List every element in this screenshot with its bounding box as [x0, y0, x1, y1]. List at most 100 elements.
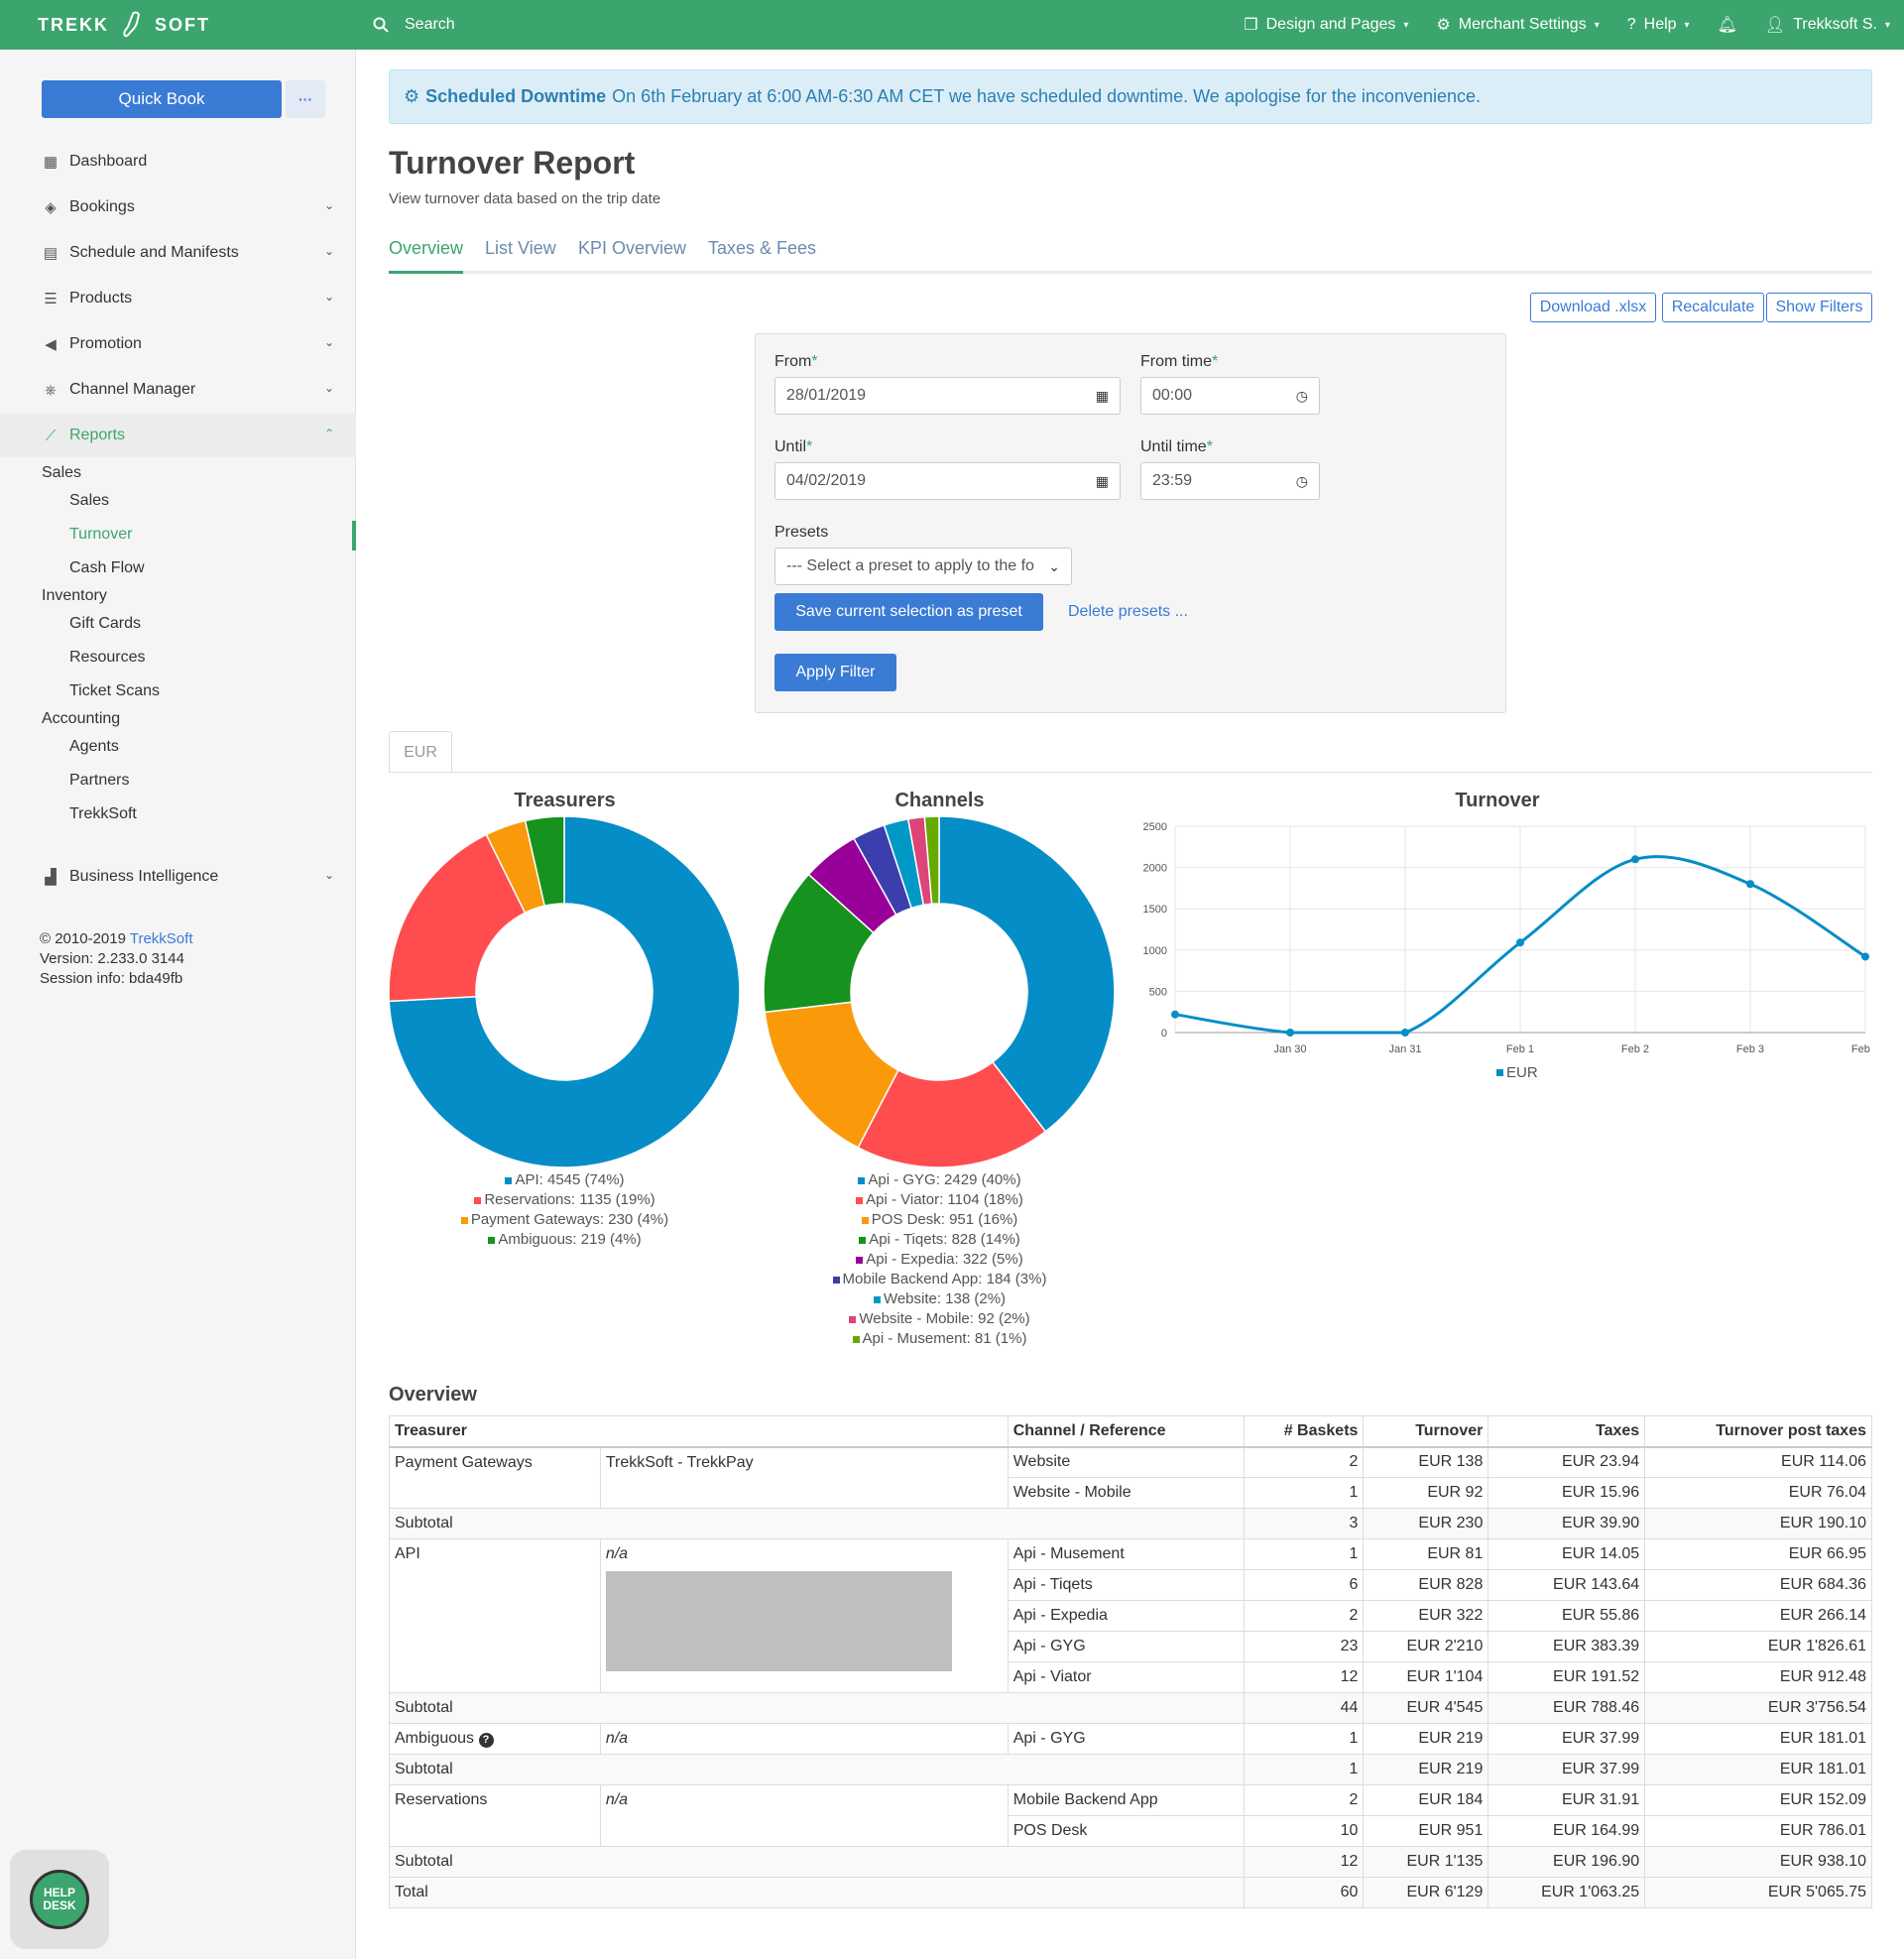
turnover-data-point[interactable]	[1171, 1010, 1179, 1019]
channels-slice-0[interactable]	[938, 816, 1116, 1133]
legend-label: EUR	[1506, 1064, 1538, 1081]
subtotal-row: Subtotal 3 EUR 230 EUR 39.90 EUR 190.10	[389, 1508, 1872, 1539]
channels-legend-item[interactable]: Website: 138 (2%)	[764, 1289, 1116, 1309]
turnover-data-point[interactable]	[1746, 880, 1754, 889]
save-preset-button[interactable]: Save current selection as preset	[774, 593, 1043, 631]
sidebar-item-agents[interactable]: Agents	[69, 738, 119, 755]
post-taxes-cell: EUR 684.36	[1644, 1569, 1872, 1601]
show-filters-button[interactable]: Show Filters	[1766, 293, 1872, 322]
quick-book-more-button[interactable]: ···	[286, 80, 325, 118]
presets-select[interactable]: --- Select a preset to apply to the fo ⌄	[774, 548, 1072, 585]
legend-label: Api - Tiqets: 828 (14%)	[869, 1231, 1020, 1248]
treasurers-slice-1[interactable]	[389, 833, 527, 1003]
header-channel: Channel / Reference	[1007, 1415, 1245, 1448]
until-date-input[interactable]: 04/02/2019 ▦	[774, 462, 1121, 500]
calendar-icon[interactable]: ▦	[1095, 388, 1109, 404]
clock-icon[interactable]: ◷	[1295, 473, 1308, 489]
design-and-pages-menu[interactable]: ❐ Design and Pages ▾	[1244, 15, 1408, 35]
tab-overview[interactable]: Overview	[389, 238, 464, 274]
sidebar-item-cash-flow[interactable]: Cash Flow	[69, 559, 145, 576]
channels-legend-item[interactable]: Api - GYG: 2429 (40%)	[764, 1170, 1116, 1190]
sidebar-item-business-intelligence[interactable]: ▟ Business Intelligence ⌄	[0, 855, 356, 899]
channels-legend-item[interactable]: Website - Mobile: 92 (2%)	[764, 1309, 1116, 1329]
sidebar-item-schedule[interactable]: ▤ Schedule and Manifests ⌄	[0, 231, 356, 275]
channels-slice-8[interactable]	[923, 816, 940, 906]
apply-filter-button[interactable]: Apply Filter	[774, 654, 896, 691]
sidebar-item-turnover[interactable]: Turnover	[69, 526, 133, 543]
sidebar-item-dashboard[interactable]: ▦ Dashboard	[0, 140, 356, 184]
help-menu[interactable]: ? Help ▾	[1627, 16, 1690, 34]
legend-swatch	[832, 1276, 840, 1284]
channels-legend-item[interactable]: Api - Viator: 1104 (18%)	[764, 1190, 1116, 1210]
quick-book-button[interactable]: Quick Book	[42, 80, 282, 118]
treasurers-legend-item[interactable]: Reservations: 1135 (19%)	[389, 1190, 741, 1210]
treasurers-legend: API: 4545 (74%) Reservations: 1135 (19%) P…	[389, 1170, 741, 1250]
from-time-value: 00:00	[1152, 387, 1193, 404]
treasurers-legend-item[interactable]: Ambiguous: 219 (4%)	[389, 1230, 741, 1250]
turnover-data-point[interactable]	[1861, 952, 1869, 961]
treasurers-slice-0[interactable]	[389, 816, 741, 1168]
sidebar-item-partners[interactable]: Partners	[69, 772, 130, 789]
channel-cell: Website - Mobile	[1007, 1477, 1245, 1509]
logo-text-right: SOFT	[155, 14, 210, 35]
turnover-data-point[interactable]	[1401, 1029, 1409, 1037]
trekksoft-link[interactable]: TrekkSoft	[129, 930, 193, 947]
from-date-value: 28/01/2019	[786, 387, 867, 404]
sidebar-item-promotion[interactable]: ◀ Promotion ⌄	[0, 322, 356, 366]
tab-taxes-fees[interactable]: Taxes & Fees	[708, 238, 817, 258]
clock-icon[interactable]: ◷	[1295, 388, 1308, 404]
legend-label: Api - Viator: 1104 (18%)	[866, 1191, 1023, 1208]
question-circle-icon[interactable]: ?	[478, 1733, 494, 1748]
session-info-text: Session info: bda49fb	[40, 970, 183, 987]
chevron-down-icon: ⌄	[323, 198, 334, 212]
legend-label: Mobile Backend App: 184 (3%)	[842, 1271, 1047, 1287]
sidebar-item-label: Bookings	[69, 198, 135, 215]
sidebar-item-sales[interactable]: Sales	[69, 492, 110, 509]
channels-legend-item[interactable]: Api - Tiqets: 828 (14%)	[764, 1230, 1116, 1250]
sidebar-item-trekksoft[interactable]: TrekkSoft	[69, 805, 137, 822]
channels-legend-item[interactable]: Mobile Backend App: 184 (3%)	[764, 1270, 1116, 1289]
turnover-data-point[interactable]	[1516, 938, 1524, 947]
sidebar-item-resources[interactable]: Resources	[69, 649, 146, 666]
channels-legend-item[interactable]: Api - Expedia: 322 (5%)	[764, 1250, 1116, 1270]
subtotal-row: Subtotal 1 EUR 219 EUR 37.99 EUR 181.01	[389, 1754, 1872, 1785]
turnover-data-point[interactable]	[1631, 855, 1639, 864]
from-time-input[interactable]: 00:00 ◷	[1140, 377, 1320, 415]
baskets-cell: 10	[1243, 1815, 1365, 1847]
notifications-button[interactable]: 🔔︎	[1718, 15, 1737, 35]
calendar-icon[interactable]: ▦	[1095, 473, 1109, 489]
baskets-cell: 2	[1243, 1446, 1365, 1478]
reference-cell: n/a	[599, 1723, 1009, 1755]
turnover-legend[interactable]: EUR	[1496, 1064, 1538, 1081]
turnover-data-point[interactable]	[1286, 1029, 1294, 1037]
treasurers-slice-3[interactable]	[524, 816, 565, 908]
until-time-input[interactable]: 23:59 ◷	[1140, 462, 1320, 500]
global-search[interactable]: Search	[373, 0, 455, 50]
treasurers-legend-item[interactable]: Payment Gateways: 230 (4%)	[389, 1210, 741, 1230]
sidebar-item-reports[interactable]: ⟋ Reports ⌃	[0, 414, 356, 457]
sidebar-item-ticket-scans[interactable]: Ticket Scans	[69, 682, 160, 699]
help-desk-button[interactable]: HELP DESK	[10, 1850, 109, 1949]
channels-legend-item[interactable]: POS Desk: 951 (16%)	[764, 1210, 1116, 1230]
channels-legend-item[interactable]: Api - Musement: 81 (1%)	[764, 1329, 1116, 1349]
recalculate-button[interactable]: Recalculate	[1662, 293, 1764, 322]
sidebar-item-products[interactable]: ☰ Products ⌄	[0, 277, 356, 320]
tab-kpi-overview[interactable]: KPI Overview	[578, 238, 687, 258]
tab-list-view[interactable]: List View	[485, 238, 556, 258]
download-xlsx-button[interactable]: Download .xlsx	[1530, 293, 1656, 322]
merchant-settings-menu[interactable]: ⚙ Merchant Settings ▾	[1436, 15, 1599, 35]
channels-slice-1[interactable]	[857, 1060, 1047, 1168]
trekksoft-logo[interactable]: TREKK SOFT	[38, 0, 335, 50]
sidebar-item-gift-cards[interactable]: Gift Cards	[69, 615, 142, 632]
sidebar-item-channel-manager[interactable]: ⎈ Channel Manager ⌄	[0, 368, 356, 412]
from-date-input[interactable]: 28/01/2019 ▦	[774, 377, 1121, 415]
treasurers-legend-item[interactable]: API: 4545 (74%)	[389, 1170, 741, 1190]
user-menu[interactable]: 👤︎ Trekksoft S. ▾	[1765, 15, 1890, 35]
reference-value: n/a	[605, 1791, 629, 1808]
currency-tab-eur[interactable]: EUR	[389, 731, 452, 773]
chevron-down-icon: ⌄	[323, 290, 334, 304]
sidebar-item-bookings[interactable]: ◈ Bookings ⌄	[0, 185, 356, 229]
header-post-taxes: Turnover post taxes	[1644, 1415, 1872, 1448]
until-date-value: 04/02/2019	[786, 472, 867, 489]
delete-presets-link[interactable]: Delete presets ...	[1068, 603, 1188, 620]
